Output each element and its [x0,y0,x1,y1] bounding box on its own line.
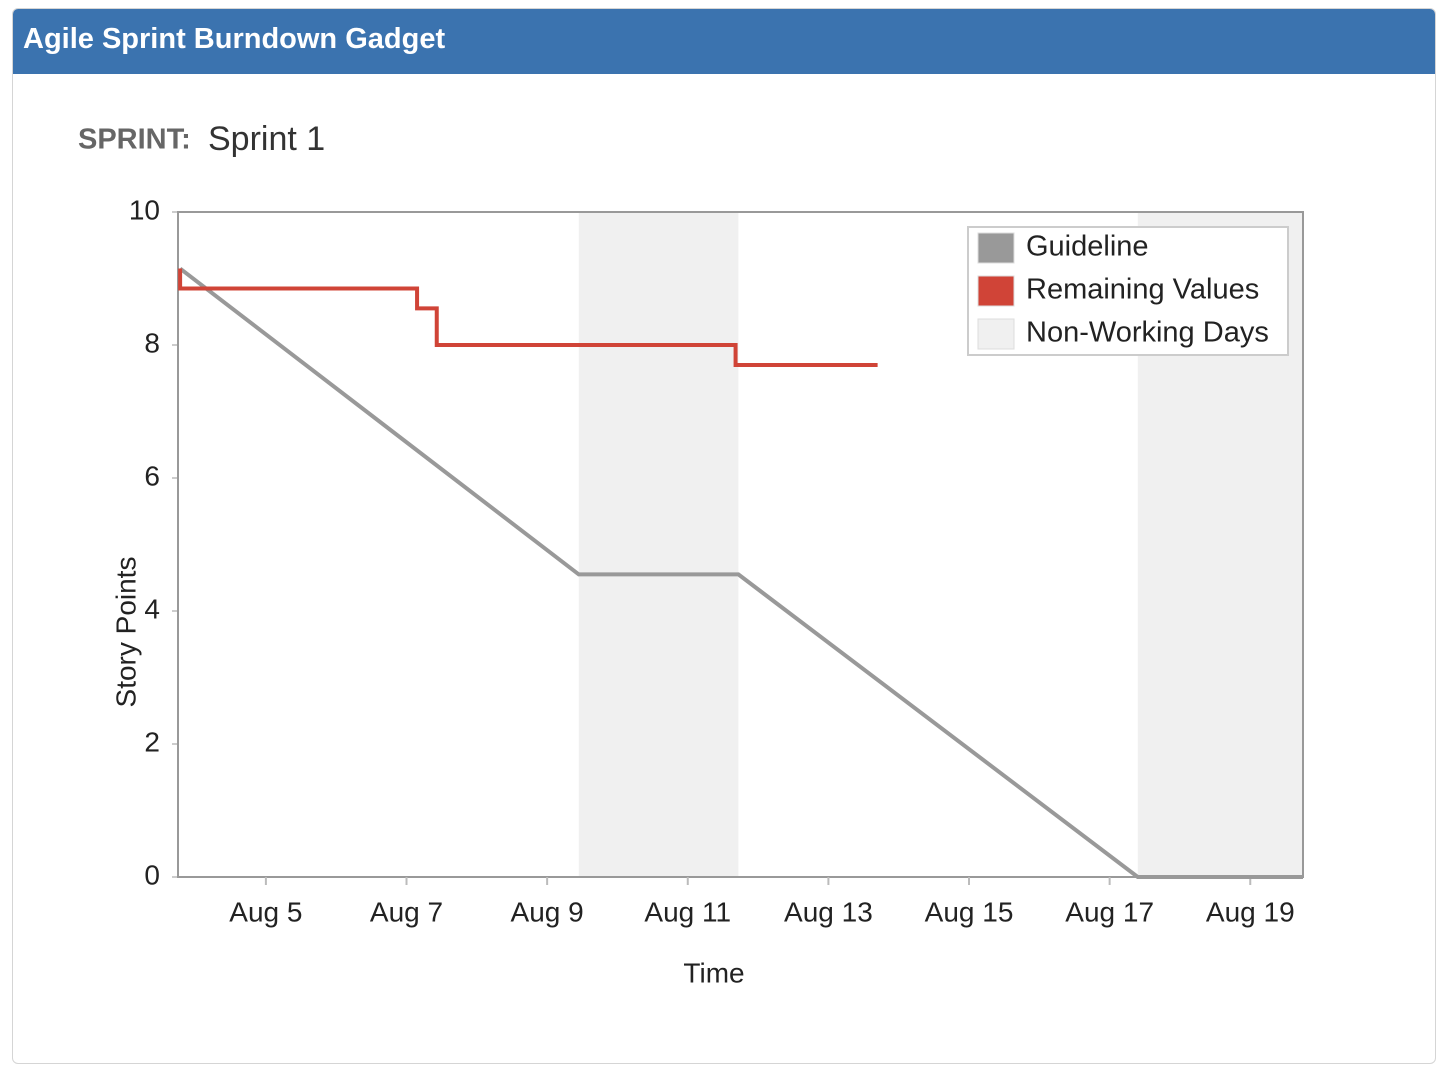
legend-swatch [977,275,1015,307]
plot-frame [177,211,1304,878]
y-tick-label: 10 [129,194,160,225]
x-tick-label: Aug 19 [1206,896,1295,927]
x-tick-label: Aug 5 [229,896,302,927]
series-line [178,268,878,367]
x-tick-label: Aug 7 [370,896,443,927]
gadget-title: Agile Sprint Burndown Gadget [13,9,1435,74]
x-tick-label: Aug 13 [784,896,873,927]
sprint-name: Sprint 1 [208,120,325,158]
x-tick-label: Aug 11 [644,896,731,927]
legend-swatch [977,318,1015,350]
y-tick-label: 8 [144,327,160,358]
non-working-band [578,212,739,877]
x-axis-title: Time [683,957,744,988]
y-tick-label: 0 [144,859,160,890]
legend-label: Non-Working Days [1026,317,1269,349]
x-tick-label: Aug 15 [925,896,1014,927]
legend-swatch [977,232,1015,264]
x-tick-label: Aug 9 [511,896,584,927]
x-tick-label: Aug 17 [1065,896,1154,927]
sprint-label: SPRINT: [78,124,191,156]
series-line [178,266,1303,879]
gadget-panel: Agile Sprint Burndown Gadget [12,8,1436,1064]
y-tick-label: 2 [144,726,160,757]
y-tick-label: 6 [144,460,160,491]
legend-label: Remaining Values [1026,274,1259,306]
legend-box [967,226,1289,356]
y-axis-title: Story Points [110,557,141,708]
legend-label: Guideline [1026,231,1149,263]
y-tick-label: 4 [144,593,160,624]
